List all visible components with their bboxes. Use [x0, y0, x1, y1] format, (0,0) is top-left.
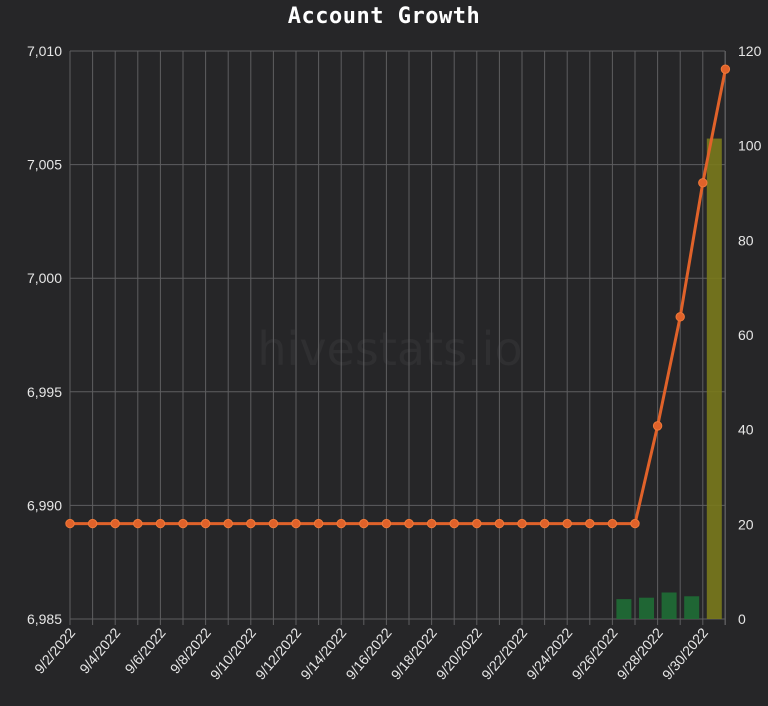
data-point — [268, 518, 279, 529]
y-left-tick-label: 7,005 — [27, 157, 62, 173]
data-point — [607, 518, 618, 529]
x-tick-label: 9/30/2022 — [659, 624, 711, 682]
data-point — [200, 518, 211, 529]
y-left-tick-label: 6,985 — [27, 611, 62, 627]
data-point — [291, 518, 301, 529]
watermark-text: hivestats.io — [230, 322, 550, 376]
x-tick-label: 9/24/2022 — [523, 624, 575, 682]
series-line — [70, 68, 727, 526]
data-point — [585, 518, 595, 529]
y-left-tick-label: 7,000 — [27, 270, 62, 286]
data-point — [449, 518, 459, 529]
data-point — [630, 518, 640, 529]
x-tick-label: 9/14/2022 — [297, 624, 349, 682]
bar — [616, 599, 632, 619]
x-tick-label: 9/26/2022 — [568, 624, 620, 682]
bar — [639, 597, 654, 619]
data-point — [65, 518, 75, 529]
x-tick-label: 9/28/2022 — [614, 624, 666, 682]
y-right-tick-label: 40 — [738, 422, 754, 438]
x-tick-label: 9/6/2022 — [121, 624, 168, 676]
y-right-tick-label: 100 — [738, 138, 762, 154]
bar — [684, 596, 700, 619]
y-left-tick-label: 7,010 — [27, 43, 62, 59]
data-point — [178, 518, 188, 529]
y-right-tick-label: 0 — [738, 611, 746, 627]
data-point — [517, 518, 527, 529]
data-point — [381, 518, 392, 529]
y-right-tick-label: 20 — [738, 516, 754, 532]
data-point — [494, 518, 505, 529]
y-left-tick-label: 6,990 — [27, 497, 62, 513]
data-point — [539, 518, 550, 529]
x-tick-label: 9/2/2022 — [31, 624, 78, 676]
bar — [661, 592, 677, 619]
bar — [706, 138, 722, 620]
x-tick-label: 9/16/2022 — [342, 624, 394, 682]
data-point — [313, 518, 324, 529]
data-point — [472, 518, 482, 529]
x-tick-label: 9/4/2022 — [76, 624, 123, 676]
data-point — [133, 518, 143, 529]
data-point — [110, 518, 120, 529]
data-point — [562, 518, 572, 529]
y-right-tick-label: 60 — [738, 327, 754, 343]
data-point — [359, 518, 369, 529]
x-tick-label: 9/18/2022 — [388, 624, 440, 682]
data-point — [652, 421, 663, 431]
x-tick-label: 9/8/2022 — [167, 624, 214, 676]
y-right-tick-label: 120 — [738, 43, 762, 59]
data-point — [675, 312, 685, 322]
x-tick-label: 9/10/2022 — [207, 624, 259, 682]
data-point — [87, 518, 98, 529]
data-point — [698, 178, 708, 188]
data-point — [426, 518, 437, 529]
data-point — [155, 518, 166, 529]
x-tick-label: 9/22/2022 — [478, 624, 530, 682]
x-tick-label: 9/12/2022 — [252, 624, 304, 682]
y-left-tick-label: 6,995 — [27, 384, 62, 400]
data-point — [404, 518, 414, 529]
chart-title: Account Growth — [287, 4, 481, 29]
x-tick-label: 9/20/2022 — [433, 624, 485, 682]
data-point — [720, 64, 731, 74]
y-right-tick-label: 80 — [738, 232, 754, 248]
data-point — [223, 518, 233, 529]
data-point — [336, 518, 346, 529]
data-point — [246, 518, 256, 529]
